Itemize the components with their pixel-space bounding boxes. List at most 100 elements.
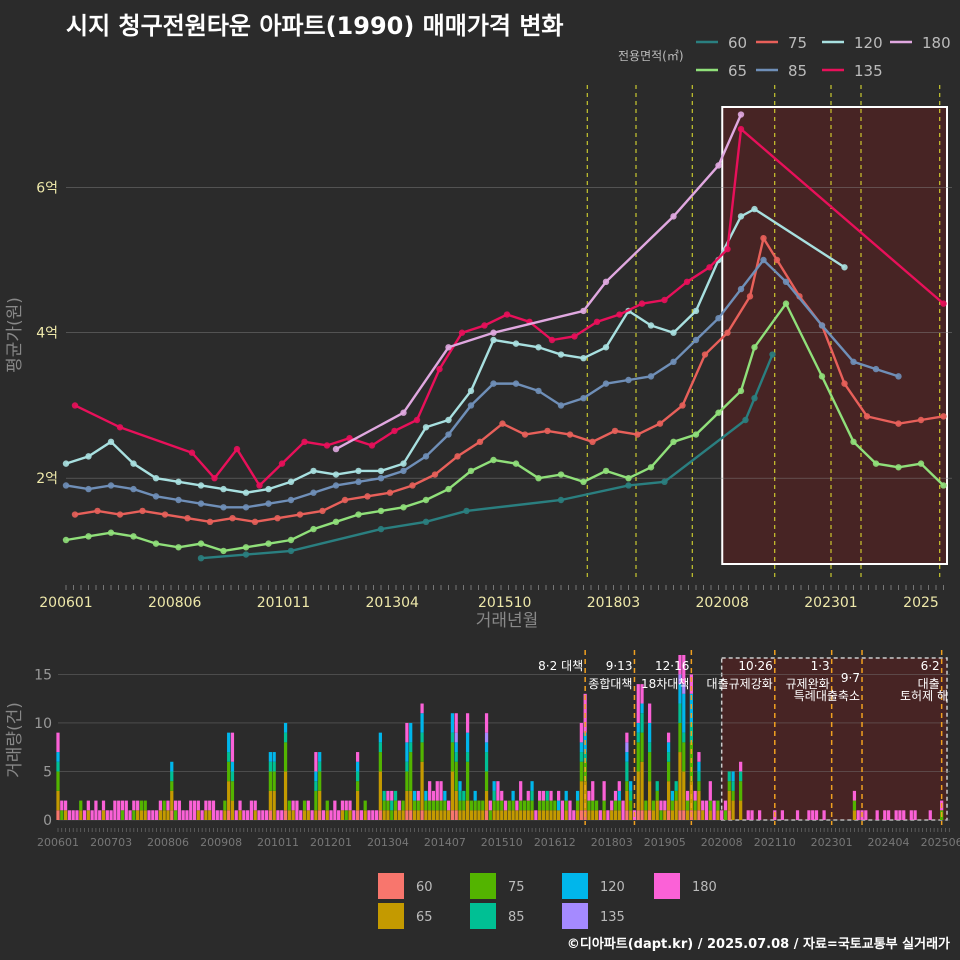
bar-segment-65 (287, 810, 291, 820)
data-point-180 (715, 162, 722, 169)
series-line-180 (335, 114, 743, 451)
data-point-65 (107, 529, 115, 536)
bar-segment-65 (682, 771, 686, 811)
bar-segment-65 (283, 771, 288, 811)
data-point-60 (463, 507, 470, 515)
bar-segment-180 (173, 800, 178, 811)
bar-segment-180 (352, 810, 356, 820)
bar-segment-180 (177, 800, 181, 820)
data-point-85 (422, 453, 430, 460)
data-point-120 (647, 322, 655, 329)
data-point-65 (850, 438, 857, 446)
bar-segment-75 (170, 781, 174, 791)
bar-segment-75 (56, 771, 60, 791)
bar-segment-180 (534, 810, 538, 820)
data-point-65 (692, 431, 700, 438)
data-point-75 (841, 380, 848, 387)
bar-x-tick-label: 200601 (37, 836, 79, 849)
bar-segment-75 (393, 800, 398, 811)
bar-segment-65 (348, 810, 352, 820)
data-point-75 (251, 518, 259, 526)
bar-segment-180 (720, 810, 724, 820)
bar-segment-135 (678, 674, 682, 685)
bar-segment-75 (424, 800, 428, 811)
bar-segment-75 (727, 781, 731, 791)
bar-segment-120 (227, 732, 231, 753)
data-point-75 (274, 514, 281, 522)
bar-segment-65 (447, 810, 451, 820)
data-point-180 (400, 409, 407, 416)
bar-segment-120 (272, 752, 276, 762)
bar-segment-85 (655, 781, 659, 791)
data-point-180 (332, 445, 340, 453)
bar-segment-135 (454, 732, 458, 743)
data-point-65 (377, 507, 385, 515)
bar-segment-65 (610, 810, 614, 820)
bar-segment-75 (230, 781, 235, 801)
bar-segment-85 (314, 781, 318, 791)
bar-segment-120 (484, 742, 489, 753)
bar-segment-75 (60, 810, 64, 820)
bar-segment-65 (515, 810, 519, 820)
bar-segment-85 (579, 752, 583, 762)
data-point-65 (557, 471, 565, 478)
bar-segment-75 (318, 771, 322, 791)
bar-segment-180 (105, 810, 109, 820)
bar-segment-85 (697, 771, 701, 782)
bar-segment-180 (242, 810, 246, 820)
bar-segment-60 (227, 810, 231, 820)
bar-segment-75 (382, 800, 386, 811)
data-point-120 (107, 438, 115, 446)
bar-segment-60 (682, 810, 686, 820)
data-point-75 (940, 413, 947, 420)
bar-segment-85 (318, 761, 322, 772)
data-point-120 (841, 264, 848, 271)
data-point-135 (413, 416, 421, 424)
bar-segment-180 (431, 790, 436, 801)
bar-segment-180 (886, 810, 891, 820)
data-point-120 (445, 416, 452, 424)
policy-label: 9·13 (606, 659, 633, 673)
policy-label: 10·26 (738, 659, 772, 673)
bar-segment-65 (382, 810, 386, 820)
bar-segment-75 (636, 742, 640, 772)
bar-segment-180 (488, 800, 492, 811)
bar-x-tick-label: 202301 (811, 836, 853, 849)
bar-segment-65 (424, 810, 428, 820)
bar-segment-75 (659, 810, 663, 820)
data-point-85 (62, 482, 70, 489)
highlight-period-rect (721, 106, 948, 565)
bar-segment-75 (591, 800, 595, 811)
bar-segment-75 (484, 771, 489, 791)
bar-segment-65 (412, 810, 417, 820)
bar-segment-120 (731, 771, 735, 782)
data-point-75 (611, 427, 619, 435)
data-point-65 (895, 464, 902, 471)
bar-segment-75 (405, 771, 409, 791)
policy-label-sub: 종합대책 (588, 676, 632, 691)
data-point-135 (278, 460, 286, 467)
bar-segment-65 (739, 800, 743, 820)
bar-legend-swatch-60 (378, 873, 404, 899)
data-point-85 (625, 376, 632, 384)
bar-segment-120 (230, 761, 235, 772)
bar-segment-135 (625, 742, 629, 753)
bar-segment-180 (549, 790, 553, 801)
bar-segment-65 (519, 810, 523, 820)
data-point-75 (499, 420, 506, 427)
bar-segment-65 (587, 810, 591, 820)
data-point-85 (580, 394, 587, 402)
bar-segment-180 (246, 810, 250, 820)
data-point-75 (229, 514, 236, 522)
bar-segment-85 (283, 732, 288, 743)
data-point-120 (175, 478, 182, 486)
bar-segment-180 (538, 790, 542, 801)
bar-segment-120 (424, 790, 428, 801)
data-point-135 (188, 449, 196, 456)
data-point-65 (62, 536, 70, 544)
bar-segment-180 (192, 800, 197, 820)
bar-segment-180 (598, 810, 602, 820)
bar-segment-65 (139, 810, 144, 820)
bar-segment-65 (579, 781, 583, 811)
bar-segment-75 (283, 742, 288, 772)
